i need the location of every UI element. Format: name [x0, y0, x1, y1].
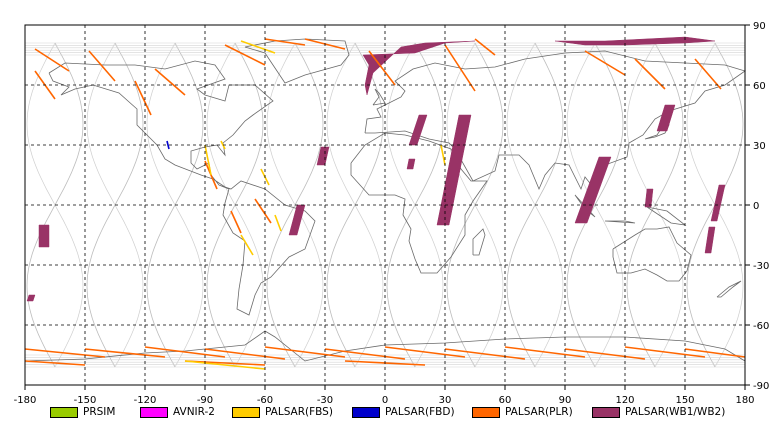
swath [362, 40, 476, 96]
legend: PRSIM AVNIR-2 PALSAR(FBS) PALSAR(FBD) PALSAR… [0, 402, 770, 424]
legend-label: AVNIR-2 [173, 406, 215, 418]
swath [144, 346, 226, 358]
legend-item: AVNIR-2 [140, 405, 215, 419]
swath [694, 58, 722, 90]
legend-swatch [232, 406, 260, 418]
legend-swatch [352, 406, 380, 418]
x-axis-ticks: -180 -150 -120 -90 -60 -30 0 30 60 90 120 150 180 [14, 385, 755, 406]
acquisition-swaths [24, 36, 746, 370]
x-tick-label: -90 [197, 395, 213, 406]
coastline [244, 38, 350, 84]
x-tick-label: 180 [735, 395, 754, 406]
swath [684, 348, 746, 358]
y-tick-label: -90 [753, 381, 769, 392]
swath [324, 348, 406, 360]
swath [204, 348, 286, 360]
swath [440, 144, 446, 166]
swath [88, 50, 116, 82]
y-tick-label: -30 [753, 261, 769, 272]
y-tick-label: 0 [753, 201, 759, 212]
legend-swatch [140, 406, 168, 418]
y-tick-label: 30 [753, 141, 766, 152]
swath [240, 234, 254, 256]
x-tick-label: 0 [382, 395, 388, 406]
swath [624, 346, 706, 358]
coastline [604, 220, 636, 224]
legend-item: PALSAR(FBS) [232, 405, 333, 419]
swath [38, 224, 50, 248]
x-tick-label: 30 [439, 395, 452, 406]
swath [710, 184, 726, 222]
coastline [372, 88, 386, 106]
legend-label: PALSAR(FBS) [265, 406, 333, 418]
x-tick-label: -60 [257, 395, 273, 406]
swath [384, 346, 466, 358]
swath [406, 158, 416, 170]
swath [154, 68, 186, 96]
x-tick-label: 60 [499, 395, 512, 406]
legend-item: PALSAR(FBD) [352, 405, 455, 419]
swath [84, 348, 166, 358]
legend-item: PALSAR(PLR) [472, 405, 573, 419]
x-tick-label: 90 [559, 395, 572, 406]
y-tick-label: -60 [753, 321, 769, 332]
swath [634, 58, 666, 90]
swath [264, 346, 346, 358]
swath [204, 144, 212, 176]
swath [436, 114, 472, 226]
coastline [350, 132, 488, 274]
swath [230, 210, 242, 234]
lat-lon-grid [25, 25, 745, 385]
legend-swatch [472, 406, 500, 418]
x-tick-label: -180 [14, 395, 37, 406]
swath [368, 50, 396, 86]
x-tick-label: 120 [615, 395, 634, 406]
swath [24, 348, 106, 358]
swath [574, 156, 612, 224]
swath [444, 44, 476, 92]
coastline [612, 226, 692, 282]
legend-item: PRSIM [50, 405, 115, 419]
swath [264, 38, 306, 46]
swath [166, 140, 170, 150]
legend-label: PALSAR(PLR) [505, 406, 573, 418]
swath [134, 80, 152, 116]
coastline [472, 228, 486, 256]
swath [240, 40, 276, 54]
swath [274, 214, 282, 232]
swath [584, 50, 626, 76]
swath [704, 226, 716, 254]
swath [656, 104, 676, 132]
x-tick-label: -150 [74, 395, 97, 406]
swath [224, 44, 266, 66]
x-tick-label: -120 [134, 395, 157, 406]
swath [26, 294, 36, 302]
coastline [364, 50, 746, 191]
swath [504, 346, 586, 358]
x-tick-label: 150 [675, 395, 694, 406]
y-axis-ticks: 90 60 30 0 -30 -60 -90 [745, 21, 769, 392]
swath [184, 360, 266, 370]
legend-swatch [592, 406, 620, 418]
swath [254, 198, 272, 224]
x-tick-label: -30 [317, 395, 333, 406]
swath [644, 188, 654, 208]
swath [34, 48, 70, 72]
swath [474, 38, 496, 56]
legend-label: PALSAR(FBD) [385, 406, 455, 418]
legend-label: PALSAR(WB1/WB2) [625, 406, 726, 418]
swath [444, 348, 526, 360]
swath [564, 348, 646, 360]
legend-label: PRSIM [83, 406, 116, 418]
swath [24, 360, 86, 366]
y-tick-label: 90 [753, 21, 766, 32]
legend-item: PALSAR(WB1/WB2) [592, 405, 725, 419]
y-tick-label: 60 [753, 81, 766, 92]
swath [554, 36, 716, 46]
coastline [716, 280, 742, 298]
legend-swatch [50, 406, 78, 418]
